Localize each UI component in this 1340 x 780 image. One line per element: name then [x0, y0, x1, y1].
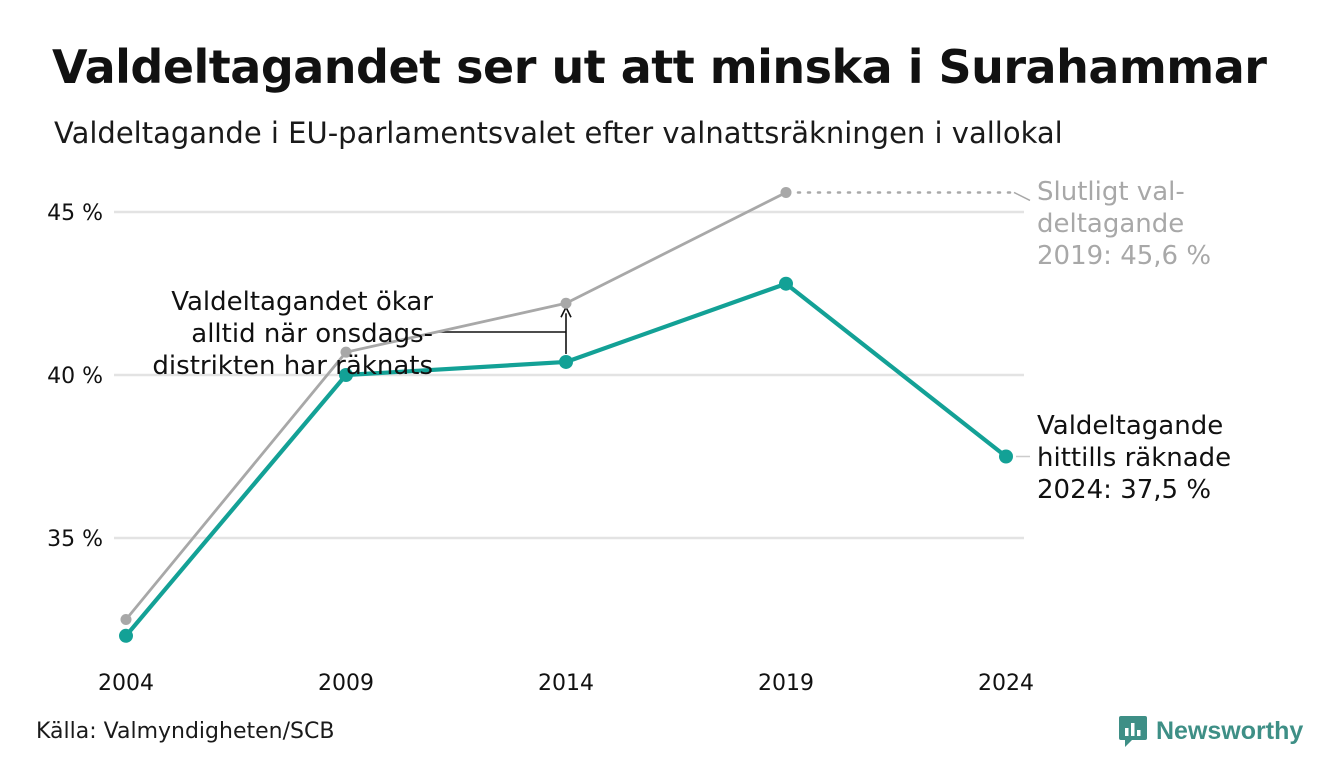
annotation-labels: Slutligt val-deltagande 2019: 45,6 % Valde… — [152, 177, 1231, 505]
y-tick-label: 45 % — [47, 201, 103, 226]
y-tick-label: 40 % — [47, 364, 103, 389]
x-axis-ticks: 2004 2009 2014 2019 2024 — [98, 671, 1034, 696]
newsworthy-logo-icon — [1119, 716, 1147, 747]
series-lines — [119, 186, 1013, 643]
final-turnout-line — [124, 191, 787, 621]
x-tick-label: 2019 — [758, 671, 814, 696]
counted-turnout-point — [119, 628, 133, 643]
counted-turnout-point — [999, 449, 1013, 464]
brand-name: Newsworthy — [1156, 716, 1304, 745]
page-subtitle: Valdeltagande i EU-parlamentsvalet efter… — [54, 116, 1063, 150]
y-axis-ticks: 35 % 40 % 45 % — [47, 201, 103, 552]
brand-logo: Newsworthy — [1118, 714, 1303, 748]
x-tick-label: 2004 — [98, 671, 154, 696]
x-tick-label: 2014 — [538, 671, 594, 696]
final-leader-tick — [1013, 191, 1031, 202]
final-turnout-label: Slutligt val-deltagande 2019: 45,6 % — [1037, 177, 1211, 271]
x-tick-label: 2024 — [978, 671, 1034, 696]
page-title: Valdeltagandet ser ut att minska i Surah… — [52, 40, 1267, 94]
counted-turnout-point — [339, 368, 353, 382]
annotations — [436, 191, 1031, 458]
counted-turnout-label: Valdeltagande hittills räknade 2024: 37,5 … — [1037, 411, 1231, 505]
final-turnout-point — [120, 614, 132, 625]
grid-lines — [114, 210, 1024, 540]
final-turnout-point — [780, 186, 792, 198]
source-note: Källa: Valmyndigheten/SCB — [36, 719, 335, 744]
y-tick-label: 35 % — [47, 527, 103, 552]
counted-turnout-point — [559, 354, 573, 369]
x-tick-label: 2009 — [318, 671, 374, 696]
gap-note-label: Valdeltagandet ökar alltid när onsdags-di… — [152, 287, 433, 381]
counted-turnout-point — [779, 276, 793, 291]
final-turnout-point — [560, 297, 572, 309]
final-turnout-point — [340, 346, 352, 358]
